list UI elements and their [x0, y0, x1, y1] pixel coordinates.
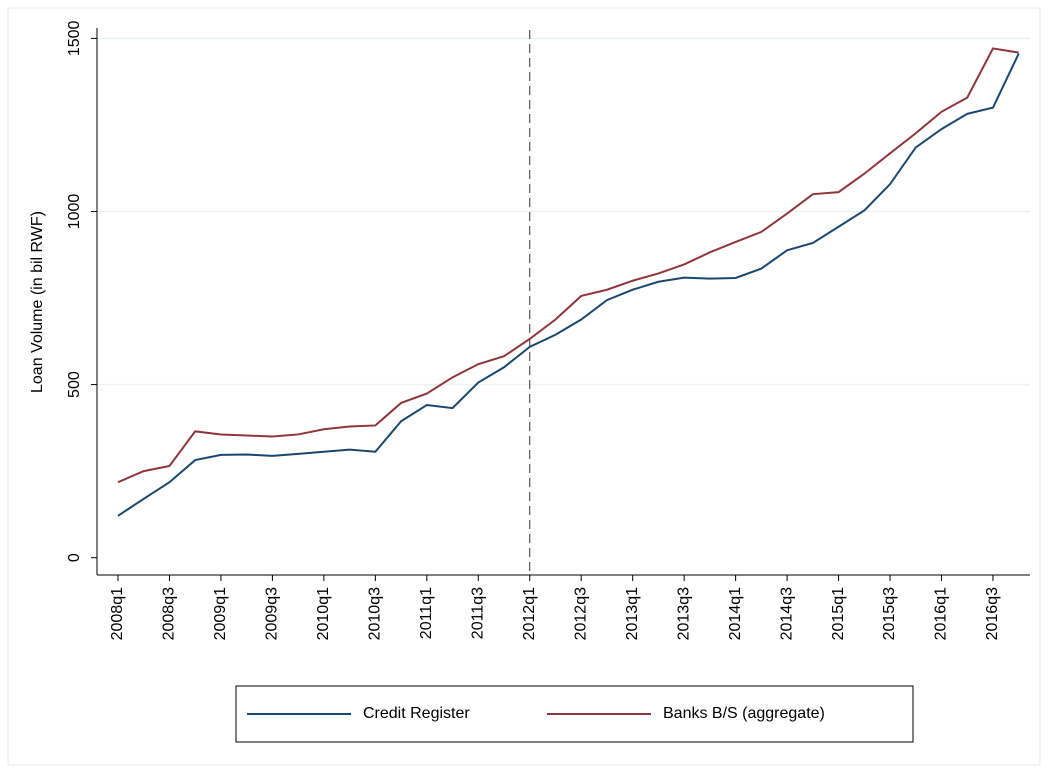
x-tick-label: 2016q1	[933, 587, 950, 640]
series-line	[117, 47, 1019, 484]
x-tick-label: 2014q1	[727, 587, 744, 640]
y-tick-label: 1500	[66, 20, 83, 56]
x-tick-label: 2008q1	[109, 587, 126, 640]
x-tick-label: 2011q1	[418, 587, 435, 639]
series-line	[117, 53, 1020, 517]
x-tick-label: 2010q1	[315, 587, 332, 640]
y-tick-label: 1000	[66, 194, 83, 230]
x-tick-label: 2013q3	[675, 587, 692, 640]
x-tick-label: 2009q1	[212, 587, 229, 640]
y-tick-label: 0	[66, 553, 83, 562]
x-tick-label: 2012q3	[572, 587, 589, 640]
x-tick-label: 2008q3	[161, 587, 178, 640]
x-tick-label: 2010q3	[367, 587, 384, 640]
legend-label: Credit Register	[363, 705, 470, 722]
chart-frame	[7, 7, 1041, 766]
x-tick-label: 2013q1	[624, 587, 641, 640]
x-tick-label: 2014q3	[778, 587, 795, 640]
y-tick-label: 500	[66, 371, 83, 398]
legend-label: Banks B/S (aggregate)	[663, 705, 825, 722]
x-tick-label: 2011q3	[469, 587, 486, 639]
y-axis-label: Loan Volume (in bil RWF)	[29, 211, 46, 393]
x-tick-label: 2015q3	[881, 587, 898, 640]
x-tick-label: 2015q1	[830, 587, 847, 640]
x-tick-label: 2012q1	[521, 587, 538, 640]
x-tick-label: 2009q3	[264, 587, 281, 640]
x-tick-label: 2016q3	[984, 587, 1001, 640]
